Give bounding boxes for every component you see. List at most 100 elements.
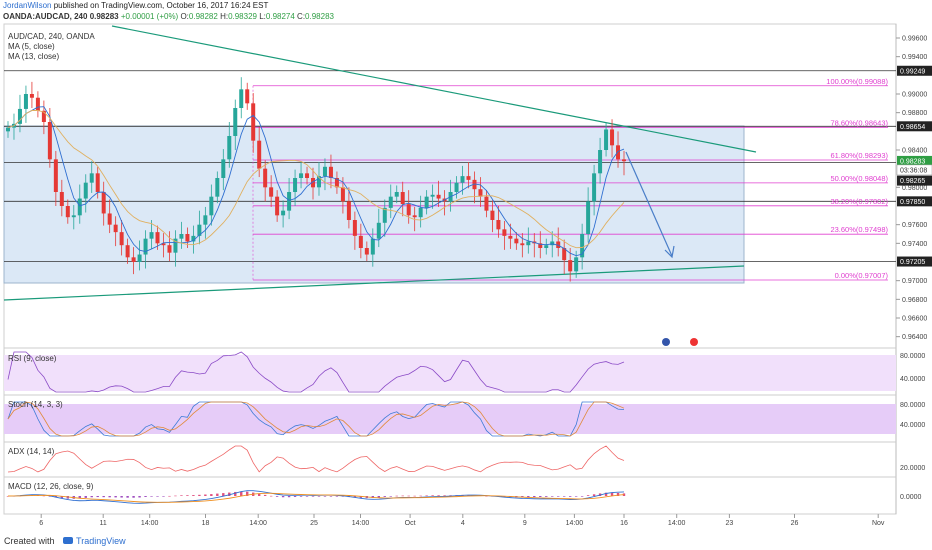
candle-body <box>550 241 555 246</box>
open-label: O: <box>180 12 189 21</box>
candle-body <box>101 192 106 214</box>
macd-histogram-bar <box>545 496 548 497</box>
close-value: 0.98283 <box>305 12 334 21</box>
candle-body <box>287 192 292 211</box>
footer-brand[interactable]: TradingView <box>76 536 126 546</box>
candle-body <box>83 182 88 199</box>
descending-trendline[interactable] <box>111 25 757 153</box>
stoch-tick-80: 80.0000 <box>900 402 925 409</box>
candle-body <box>215 178 220 197</box>
macd-histogram-bar <box>216 493 219 496</box>
ascending-trendline[interactable] <box>3 265 745 301</box>
candle-body <box>460 176 465 183</box>
candle-body <box>334 178 339 188</box>
legend-ma13[interactable]: MA (13, close) <box>8 52 60 61</box>
candle-body <box>17 108 22 124</box>
candle-body <box>209 196 214 216</box>
legend-ma5[interactable]: MA (5, close) <box>8 42 55 51</box>
price-badge <box>896 164 932 176</box>
candle-body <box>400 192 405 205</box>
candle-body <box>167 245 172 253</box>
macd-histogram-bar <box>389 496 392 497</box>
y-tick-label: 0.96400 <box>902 334 927 341</box>
macd-line <box>7 490 625 504</box>
macd-histogram-bar <box>234 491 237 496</box>
author-link[interactable]: JordanWilson <box>3 1 52 10</box>
candle-body <box>107 213 112 225</box>
price-badge <box>897 256 932 267</box>
x-tick-label: 14:00 <box>249 520 267 527</box>
forecast-arrow[interactable] <box>625 151 673 257</box>
candle-body <box>328 166 333 178</box>
macd-histogram-bar <box>192 495 195 496</box>
candle-body <box>544 245 549 248</box>
x-tick-label: Nov <box>872 520 885 527</box>
macd-histogram-bar <box>407 495 410 497</box>
tradingview-logo-icon <box>63 537 74 544</box>
price-badge-label: 0.98283 <box>900 158 925 165</box>
macd-histogram-bar <box>401 495 404 497</box>
macd-histogram-bar <box>96 496 99 498</box>
macd-histogram-bar <box>132 496 135 498</box>
macd-histogram-bar <box>240 491 243 496</box>
candle-body <box>35 97 40 111</box>
candle-body <box>47 122 52 160</box>
last-price: 0.98283 <box>89 12 119 21</box>
candle-body <box>562 248 567 261</box>
macd-histogram-bar <box>299 496 303 497</box>
macd-histogram-bar <box>263 494 267 496</box>
price-badge <box>897 155 932 166</box>
candle-body <box>364 248 369 255</box>
legend-adx[interactable]: ADX (14, 14) <box>8 447 55 456</box>
x-tick-label: 26 <box>791 520 799 527</box>
candle-body <box>556 241 561 248</box>
candle-body <box>322 166 327 177</box>
candles <box>6 77 626 282</box>
x-tick-label: 11 <box>100 520 107 527</box>
x-tick-label: 14:00 <box>668 520 686 527</box>
macd-histogram-bar <box>527 496 530 498</box>
macd-histogram-bar <box>108 496 111 498</box>
legend-rsi[interactable]: RSI (9, close) <box>8 354 57 363</box>
candle-body <box>586 201 591 234</box>
macd-histogram-bar <box>604 492 608 496</box>
candle-body <box>622 159 626 162</box>
candle-body <box>23 94 28 109</box>
macd-histogram-bar <box>198 494 201 496</box>
rsi-line <box>7 351 625 393</box>
x-tick-label: 23 <box>726 520 734 527</box>
macd-histogram-bar <box>78 496 81 499</box>
price-badge-label: 0.97205 <box>900 259 925 266</box>
adx-tick-20: 20.0000 <box>900 465 925 472</box>
candle-body <box>239 89 244 108</box>
flag-au-icon[interactable] <box>662 338 670 346</box>
x-tick-label: 16 <box>620 520 628 527</box>
close-label: C: <box>297 12 306 21</box>
macd-histogram-bar <box>186 495 189 496</box>
high-label: H: <box>220 12 229 21</box>
candle-body <box>610 129 615 146</box>
candle-body <box>59 192 64 206</box>
legend-stoch[interactable]: Stoch (14, 3, 3) <box>8 400 63 409</box>
flag-ca-icon[interactable] <box>690 338 698 346</box>
macd-histogram-bar <box>114 496 117 498</box>
candle-body <box>370 238 375 255</box>
y-tick-label: 0.97400 <box>902 241 927 248</box>
legend-macd[interactable]: MACD (12, 26, close, 9) <box>8 482 94 491</box>
macd-histogram-bar <box>610 492 614 496</box>
macd-histogram-bar <box>329 496 333 497</box>
macd-histogram-bar <box>616 492 620 496</box>
candle-body <box>95 173 100 192</box>
candle-body <box>394 192 399 197</box>
macd-histogram-bar <box>305 496 309 497</box>
candle-body <box>604 129 609 150</box>
price-chart[interactable]: 100.00%(0.99088) 78.60%(0.98643) 61.80%(0.… <box>0 0 932 532</box>
macd-histogram-bar <box>281 496 285 498</box>
x-tick-label: Oct <box>405 520 416 527</box>
publish-text: published on TradingView.com, October 16… <box>51 1 269 10</box>
macd-histogram-bar <box>353 496 357 498</box>
adx-line <box>7 445 625 473</box>
fib-retracement[interactable]: 100.00%(0.99088) 78.60%(0.98643) 61.80%(0.… <box>252 77 888 281</box>
candle-body <box>251 103 256 141</box>
candle-body <box>53 159 58 192</box>
